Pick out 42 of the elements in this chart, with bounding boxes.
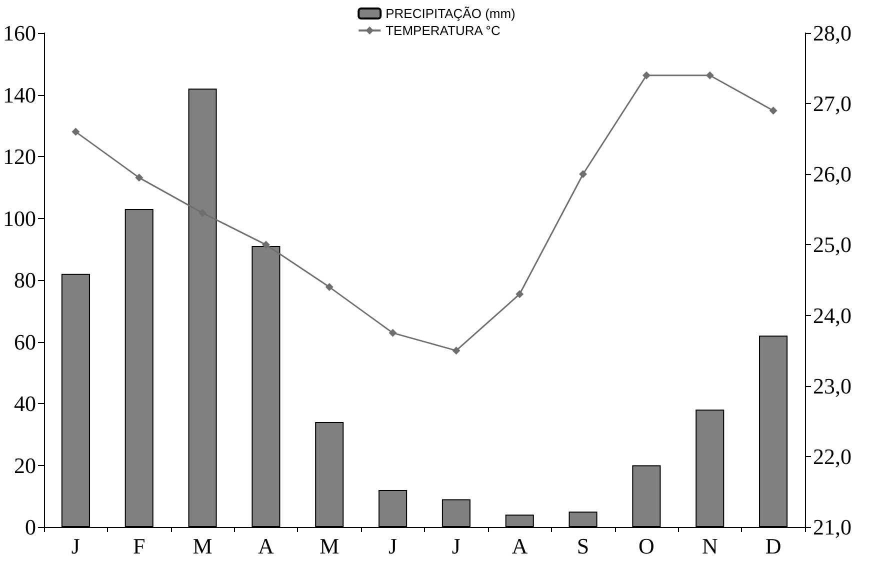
y-tick-label: 20 [14, 452, 36, 478]
y2-tick-label: 26,0 [813, 162, 852, 187]
x-tick-label: J [71, 534, 80, 558]
x-tick-label: N [702, 534, 718, 558]
y2-tick-label: 25,0 [813, 232, 852, 258]
point [516, 290, 524, 298]
x-tick-label: A [512, 534, 528, 558]
point [642, 71, 650, 80]
point [769, 106, 778, 115]
x-tick-label: J [452, 534, 461, 558]
y-tick-label: 80 [14, 268, 36, 292]
legend-label: TEMPERATURA °C [386, 23, 500, 38]
y-tick-label: 140 [3, 82, 36, 108]
y2-tick-label: 28,0 [813, 20, 852, 46]
y-tick-label: 60 [14, 329, 36, 354]
y-tick-label: 160 [3, 20, 36, 46]
point [388, 328, 397, 337]
x-tick-label: O [638, 534, 654, 558]
x-tick-label: A [258, 534, 274, 558]
legend-label: PRECIPITAÇÃO (mm) [386, 6, 516, 21]
y2-tick-label: 23,0 [813, 373, 852, 398]
x-tick-label: M [192, 534, 212, 558]
x-tick-label: F [133, 534, 146, 558]
point [452, 346, 460, 355]
x-tick-label: M [320, 534, 340, 558]
point [72, 128, 80, 136]
y2-tick-label: 22,0 [813, 444, 852, 469]
y-tick-label: 100 [3, 206, 36, 231]
point [706, 71, 714, 80]
point [135, 174, 144, 182]
point [325, 283, 334, 292]
y2-tick-label: 24,0 [813, 302, 852, 328]
x-tick-label: J [388, 534, 398, 558]
point [262, 240, 270, 249]
x-tick-label: S [576, 534, 590, 558]
y-tick-label: 120 [3, 144, 36, 169]
y2-tick-label: 21,0 [813, 514, 852, 540]
y-tick-label: 0 [25, 514, 36, 540]
y2-tick-label: 27,0 [813, 91, 852, 116]
point [579, 170, 588, 178]
y-tick-label: 40 [14, 391, 36, 416]
x-tick-label: D [765, 534, 782, 558]
